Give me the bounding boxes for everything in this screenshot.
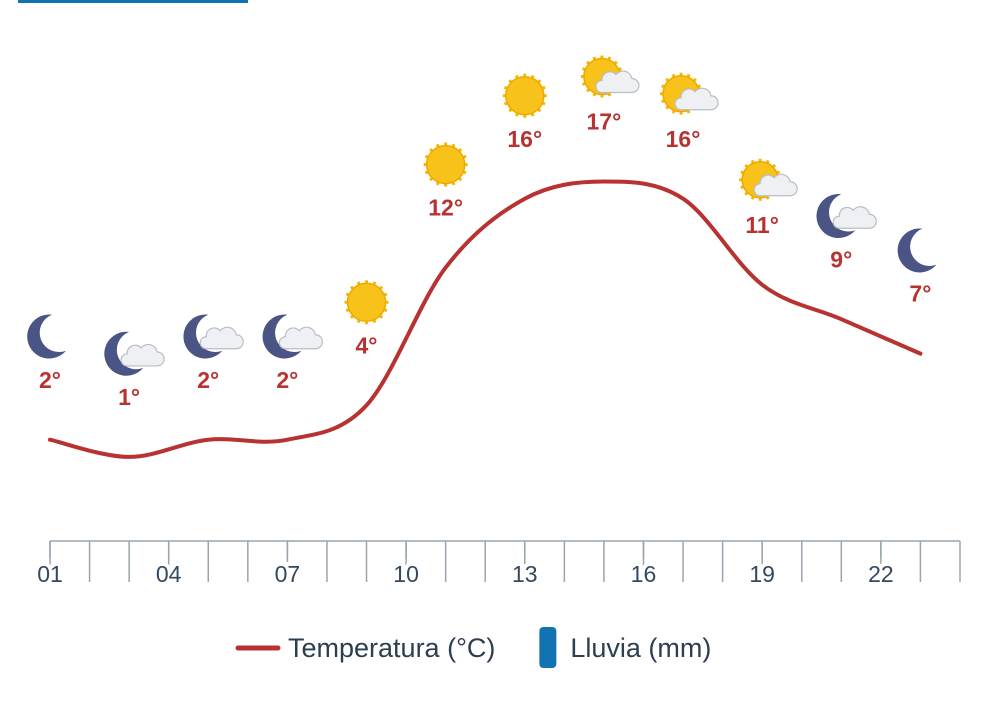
moon bbox=[183, 314, 223, 359]
weather-icon bbox=[183, 314, 244, 359]
value-label: 12° bbox=[428, 195, 463, 221]
legend-label: Temperatura (°C) bbox=[288, 633, 495, 663]
sun bbox=[346, 282, 387, 323]
header-underline bbox=[18, 0, 248, 3]
weather-icon bbox=[502, 73, 547, 118]
legend-label: Lluvia (mm) bbox=[570, 633, 711, 663]
value-label: 9° bbox=[830, 246, 852, 272]
weather-icon bbox=[660, 72, 719, 115]
moon bbox=[897, 228, 937, 273]
temperature-line bbox=[48, 179, 923, 459]
cloud bbox=[832, 206, 877, 229]
value-label: 2° bbox=[197, 367, 219, 393]
weather-icon bbox=[580, 55, 640, 98]
sun bbox=[505, 75, 545, 116]
legend-swatch bbox=[539, 627, 557, 668]
x-tick-label: 07 bbox=[275, 561, 301, 587]
cloud bbox=[199, 326, 244, 350]
weather-icon bbox=[344, 280, 389, 325]
cloud bbox=[595, 70, 640, 94]
weather-icon bbox=[262, 314, 323, 359]
weather-icon bbox=[27, 314, 67, 359]
sun bbox=[425, 144, 466, 185]
value-label: 4° bbox=[356, 332, 378, 358]
moon bbox=[816, 194, 856, 239]
value-label: 16° bbox=[507, 126, 542, 152]
value-label: 16° bbox=[666, 126, 701, 152]
value-label: 17° bbox=[587, 109, 622, 135]
cloud bbox=[120, 343, 165, 367]
value-label: 1° bbox=[118, 384, 140, 410]
x-tick-label: 16 bbox=[631, 561, 657, 587]
x-tick-label: 04 bbox=[156, 561, 182, 587]
moon bbox=[104, 331, 144, 376]
x-tick-label: 19 bbox=[749, 561, 775, 587]
moon bbox=[27, 314, 67, 359]
value-label: 7° bbox=[909, 281, 931, 307]
x-tick-label: 13 bbox=[512, 561, 538, 587]
value-label: 2° bbox=[39, 367, 61, 393]
x-tick-label: 22 bbox=[868, 561, 894, 587]
weather-icon bbox=[739, 158, 798, 201]
weather-icon bbox=[816, 194, 877, 239]
value-label: 11° bbox=[745, 212, 779, 238]
value-label: 2° bbox=[276, 367, 298, 393]
moon bbox=[262, 314, 302, 359]
weather-icon bbox=[104, 331, 165, 376]
cloud bbox=[674, 87, 719, 111]
weather-icon bbox=[423, 142, 468, 187]
x-tick-label: 01 bbox=[37, 561, 63, 587]
weather-icon bbox=[897, 228, 937, 273]
x-tick-label: 10 bbox=[393, 561, 419, 587]
cloud bbox=[278, 326, 323, 350]
cloud bbox=[753, 173, 798, 197]
